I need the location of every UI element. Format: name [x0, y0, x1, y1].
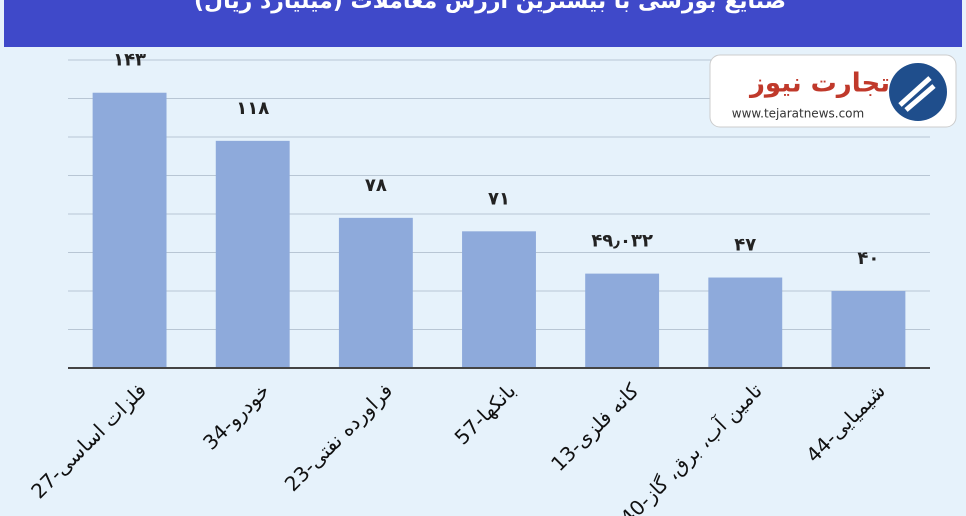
bar — [585, 273, 660, 368]
bar — [215, 140, 290, 368]
data-label: ۱۴۳ — [113, 50, 146, 71]
logo-url: www.tejaratnews.com — [732, 107, 864, 121]
bar — [831, 291, 906, 368]
data-label: ۴۷ — [734, 235, 756, 256]
logo-mark — [898, 76, 936, 112]
bar — [338, 217, 413, 368]
title-bar — [4, 0, 962, 47]
chart-title: صنایع بورسی با بیشترین ارزش معاملات (میل… — [194, 0, 786, 14]
data-label: ۷۸ — [365, 175, 387, 196]
data-label: ۴۰ — [857, 248, 879, 269]
data-label: ۷۱ — [488, 188, 510, 209]
logo-name: تجارت نیوز — [748, 69, 890, 99]
logo-box — [709, 54, 957, 128]
bar — [708, 277, 783, 368]
data-label: ۴۹٫۰۳۲ — [591, 231, 653, 252]
data-label: ۱۱۸ — [236, 98, 269, 119]
logo: تجارت نیوز www.tejaratnews.com — [709, 54, 957, 128]
bar — [462, 231, 536, 368]
bar — [92, 92, 167, 368]
